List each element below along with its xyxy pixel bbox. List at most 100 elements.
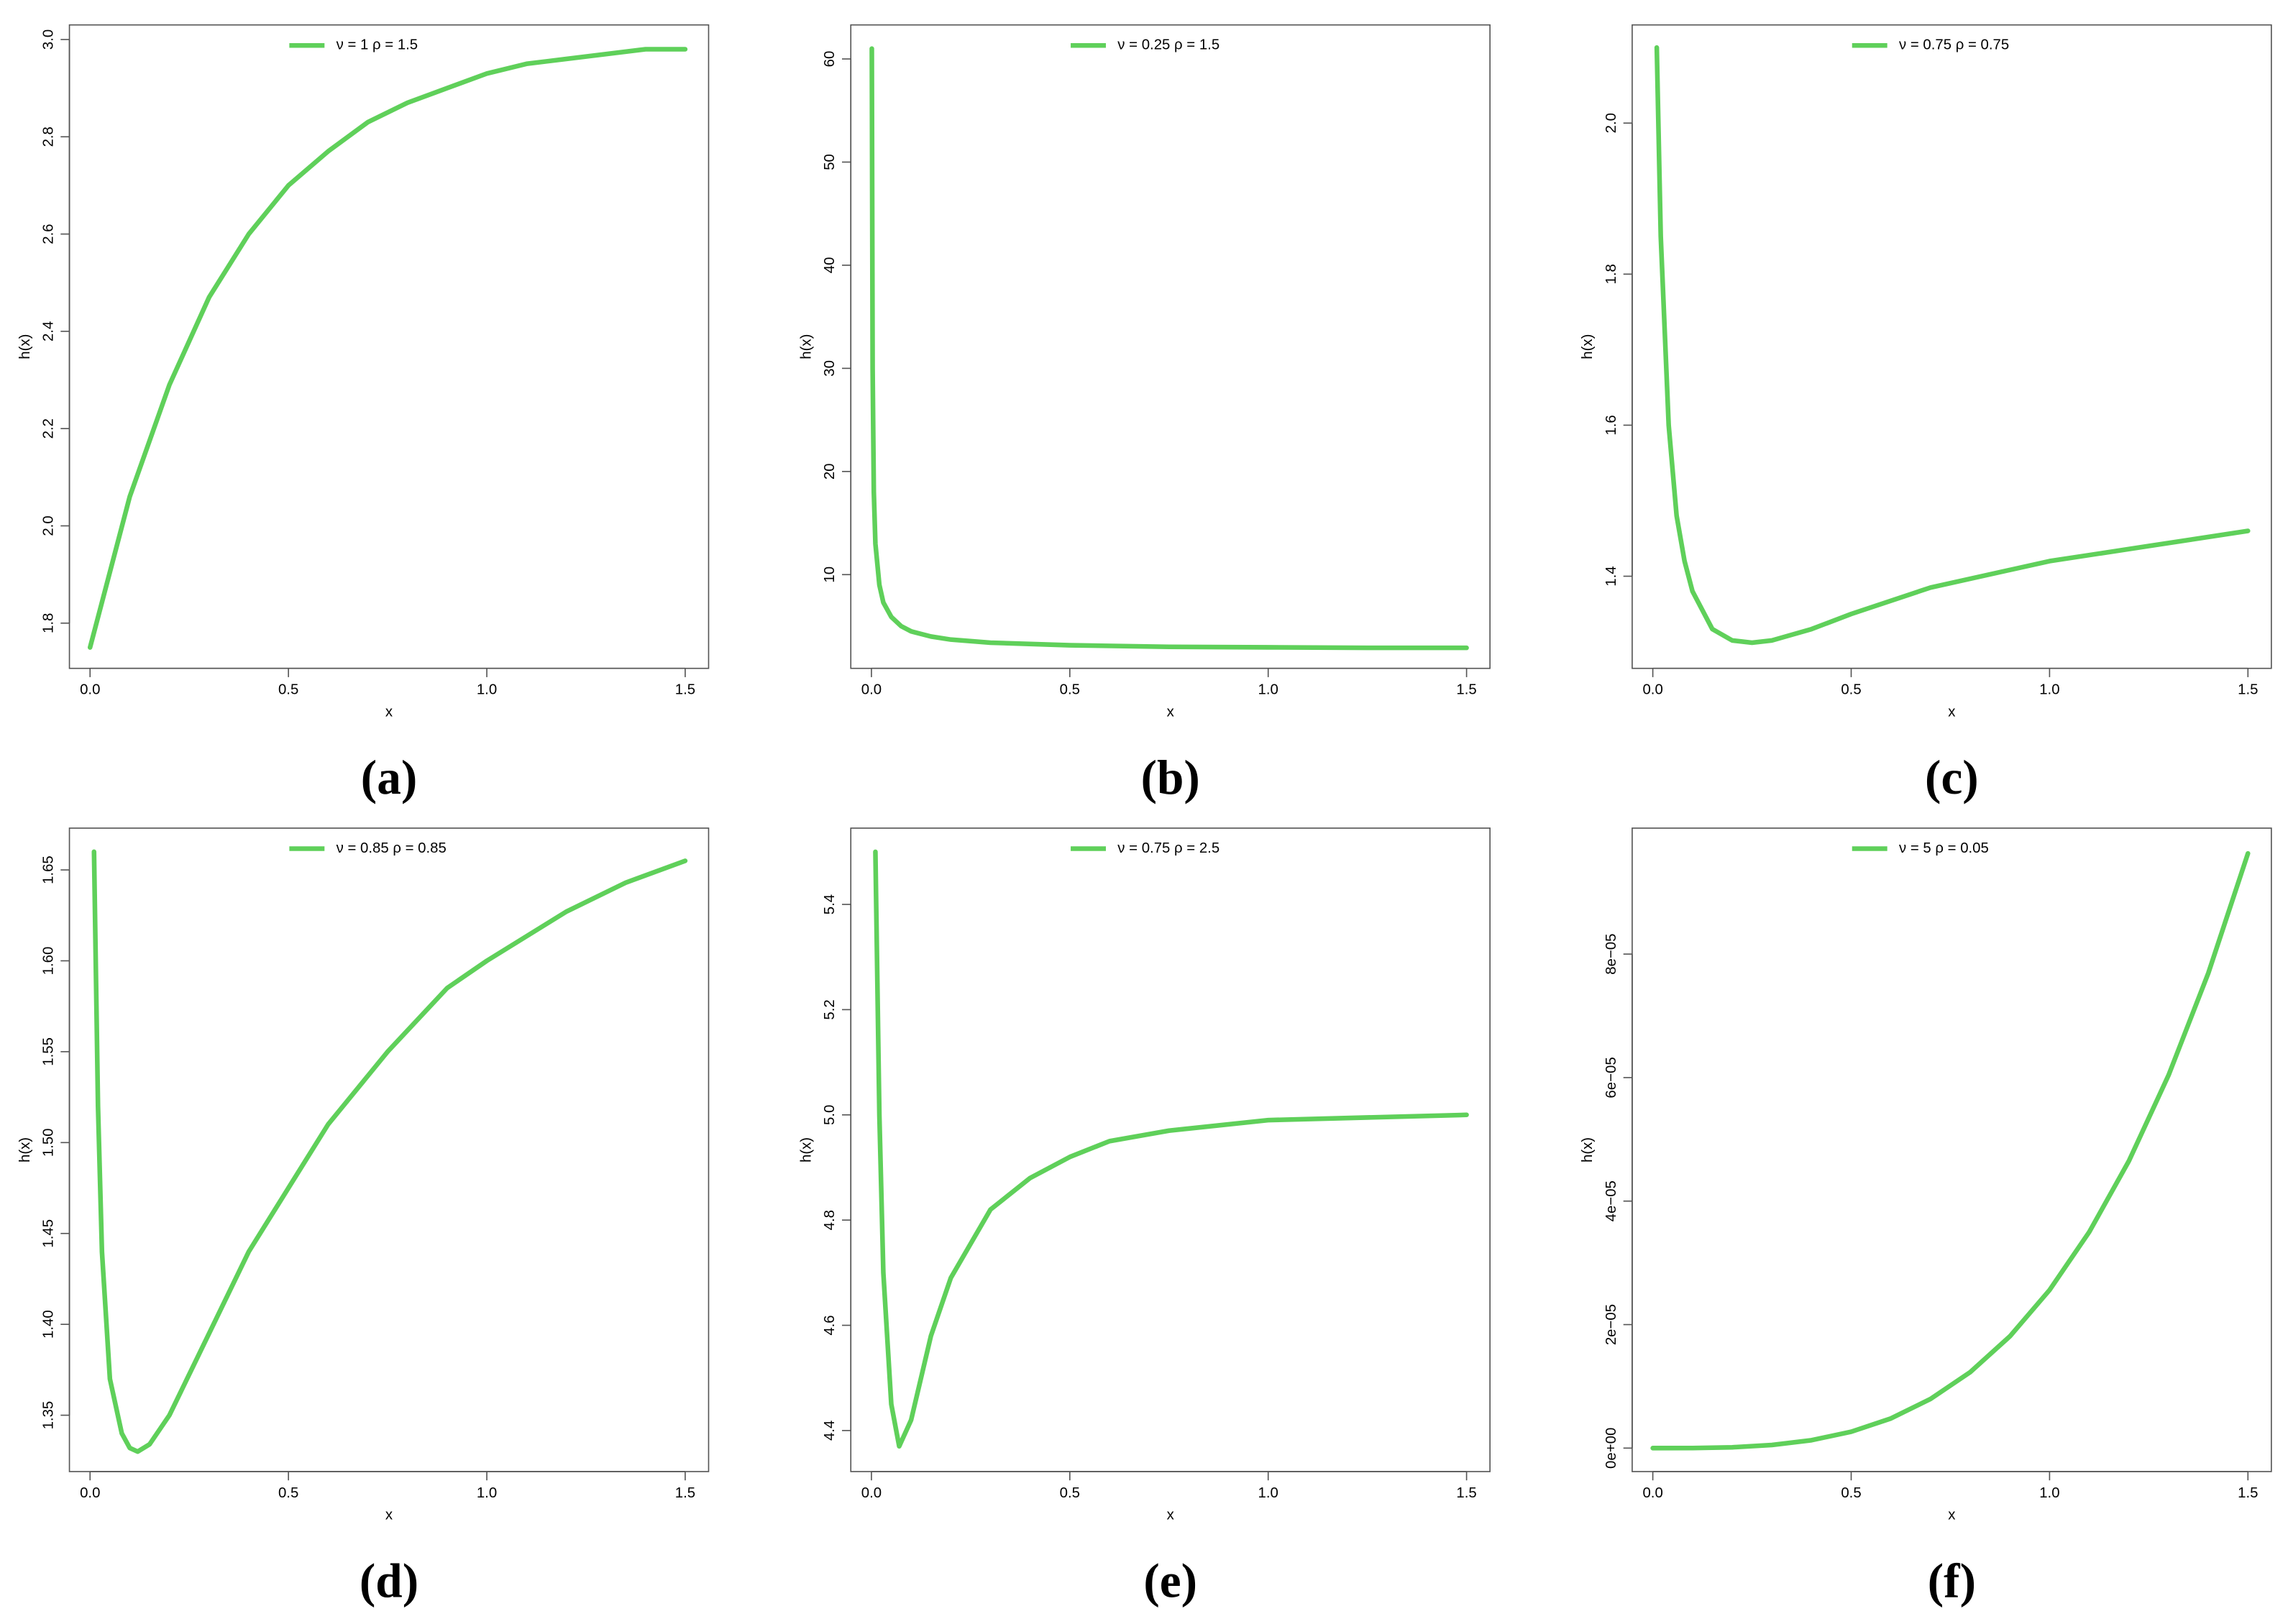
subplot: 0.0 0.5 1.0 1.5 1.8 2.0 2.2 2.4 2.6 2.8 3.0 x h(x) ν … — [17, 24, 710, 804]
y-tick-label: 4.4 — [822, 1421, 838, 1441]
x-tick-label: 1.5 — [1456, 682, 1476, 698]
data-line — [91, 849, 688, 1454]
panel-label: (f) — [1928, 1554, 1976, 1607]
y-tick-label: 2.6 — [40, 224, 56, 244]
y-tick-label: 5.4 — [822, 894, 838, 914]
plot-frame — [68, 827, 710, 1472]
x-axis-label: x — [1948, 1508, 1955, 1523]
x-tick-label: 0.0 — [80, 1485, 100, 1501]
y-tick-label: 8e−05 — [1603, 934, 1619, 975]
y-tick-label: 2.8 — [40, 127, 56, 147]
x-tick-label: 0.0 — [861, 1485, 882, 1501]
x-tick-label: 0.0 — [80, 682, 100, 698]
x-tick-label: 1.5 — [675, 1485, 695, 1501]
y-tick-label: 1.35 — [40, 1401, 56, 1430]
data-line — [869, 46, 1469, 651]
y-tick-label: 4e−05 — [1603, 1180, 1619, 1221]
y-tick-label: 10 — [822, 566, 838, 583]
x-tick-label: 0.5 — [1841, 1485, 1861, 1501]
x-tick-label: 0.0 — [861, 682, 882, 698]
x-tick-label: 1.0 — [2039, 682, 2059, 698]
y-axis-label: h(x) — [17, 334, 33, 359]
legend-label: ν = 0.75 ρ = 2.5 — [1117, 840, 1219, 856]
x-tick-label: 0.5 — [278, 1485, 298, 1501]
x-axis-label: x — [385, 1508, 393, 1523]
y-tick-label: 5.0 — [822, 1105, 838, 1125]
panel-label: (d) — [360, 1554, 418, 1607]
y-axis-label: h(x) — [17, 1137, 33, 1162]
plot-frame — [850, 24, 1491, 669]
y-tick-label: 0e+00 — [1603, 1428, 1619, 1469]
y-tick-label: 1.4 — [1603, 566, 1619, 586]
y-tick-label: 1.60 — [40, 947, 56, 976]
legend-label: ν = 0.75 ρ = 0.75 — [1899, 37, 2009, 53]
x-tick-label: 0.5 — [278, 682, 298, 698]
x-tick-label: 0.5 — [1841, 682, 1861, 698]
y-axis-label: h(x) — [1580, 334, 1596, 359]
x-tick-label: 1.0 — [477, 682, 497, 698]
x-tick-label: 1.5 — [1456, 1485, 1476, 1501]
y-tick-label: 1.40 — [40, 1310, 56, 1339]
subplot: 0.0 0.5 1.0 1.5 4.4 4.6 4.8 5.0 5.2 5.4 x h(x) ν = 0… — [798, 827, 1491, 1607]
x-tick-label: 0.0 — [1642, 1485, 1662, 1501]
y-tick-label: 2.2 — [40, 418, 56, 439]
x-tick-label: 1.0 — [2039, 1485, 2059, 1501]
y-axis-label: h(x) — [1580, 1137, 1596, 1162]
plot-frame — [850, 827, 1491, 1472]
plot-frame — [1632, 24, 2272, 669]
legend-label: ν = 5 ρ = 0.05 — [1899, 840, 1989, 856]
legend-label: ν = 0.25 ρ = 1.5 — [1117, 37, 1219, 53]
x-tick-label: 0.5 — [1060, 1485, 1080, 1501]
plot-frame — [1632, 827, 2272, 1472]
subplot: 0.0 0.5 1.0 1.5 0e+00 2e−05 4e−05 6e−05 8e−05 x h(… — [1580, 827, 2272, 1607]
x-tick-label: 0.0 — [1642, 682, 1662, 698]
panel-label: (a) — [361, 751, 417, 804]
y-tick-label: 2e−05 — [1603, 1304, 1619, 1345]
x-axis-label: x — [1948, 704, 1955, 720]
y-tick-label: 2.0 — [40, 515, 56, 536]
y-tick-label: 1.50 — [40, 1129, 56, 1157]
y-tick-label: 30 — [822, 360, 838, 377]
y-tick-label: 20 — [822, 463, 838, 480]
y-tick-label: 1.45 — [40, 1219, 56, 1248]
x-axis-label: x — [1167, 704, 1174, 720]
y-tick-label: 4.8 — [822, 1210, 838, 1230]
x-tick-label: 1.5 — [2238, 682, 2258, 698]
y-tick-label: 1.8 — [1603, 264, 1619, 284]
x-axis-label: x — [385, 704, 393, 720]
x-tick-label: 1.5 — [2238, 1485, 2258, 1501]
data-line — [1654, 45, 2251, 646]
panel-label: (c) — [1925, 751, 1979, 804]
panel-label: (b) — [1141, 751, 1200, 804]
y-tick-label: 1.6 — [1603, 415, 1619, 435]
y-axis-label: h(x) — [798, 334, 814, 359]
y-tick-label: 4.6 — [822, 1315, 838, 1335]
x-tick-label: 1.0 — [1258, 1485, 1278, 1501]
data-line — [87, 47, 688, 650]
legend-label: ν = 1 ρ = 1.5 — [337, 37, 418, 53]
x-tick-label: 1.5 — [675, 682, 695, 698]
y-tick-label: 60 — [822, 51, 838, 68]
legend-label: ν = 0.85 ρ = 0.85 — [337, 840, 447, 856]
y-tick-label: 1.55 — [40, 1037, 56, 1066]
y-tick-label: 3.0 — [40, 29, 56, 50]
y-tick-label: 1.65 — [40, 855, 56, 884]
y-tick-label: 5.2 — [822, 999, 838, 1019]
x-tick-label: 1.0 — [1258, 682, 1278, 698]
x-tick-label: 0.5 — [1060, 682, 1080, 698]
y-tick-label: 2.4 — [40, 321, 56, 341]
data-line — [1650, 850, 2251, 1451]
x-axis-label: x — [1167, 1508, 1174, 1523]
subplot: 0.0 0.5 1.0 1.5 10 20 30 40 50 60 x h(x) ν = 0.25 ρ … — [798, 24, 1491, 804]
subplot: 0.0 0.5 1.0 1.5 1.4 1.6 1.8 2.0 x h(x) ν = 0.75 ρ … — [1580, 24, 2272, 804]
y-tick-label: 6e−05 — [1603, 1057, 1619, 1098]
y-tick-label: 1.8 — [40, 613, 56, 633]
y-tick-label: 40 — [822, 257, 838, 274]
panel-label: (e) — [1143, 1554, 1197, 1607]
subplot: 0.0 0.5 1.0 1.5 1.35 1.40 1.45 1.50 1.55 1.60 1.65… — [17, 827, 710, 1607]
x-tick-label: 1.0 — [477, 1485, 497, 1501]
y-tick-label: 2.0 — [1603, 113, 1619, 133]
plot-frame — [68, 24, 710, 669]
data-line — [873, 849, 1469, 1449]
